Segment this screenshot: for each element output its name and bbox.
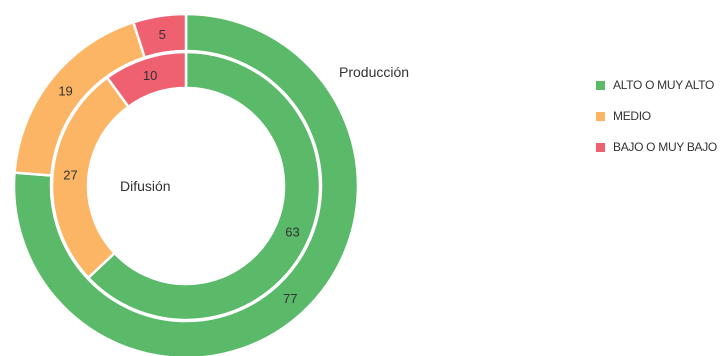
data-label-difusion-1: 27 [63, 168, 77, 183]
slice-difusion-2[interactable] [105, 50, 188, 108]
legend-label-medio: MEDIO [613, 109, 651, 123]
legend-swatch-medio [596, 111, 605, 121]
data-label-difusion-2: 10 [143, 68, 157, 83]
data-label-produccion-1: 19 [58, 83, 72, 98]
legend-swatch-alto [596, 80, 605, 90]
data-label-produccion-2: 5 [159, 27, 166, 42]
legend-item-medio[interactable]: MEDIO [596, 108, 717, 124]
slice-difusion-0[interactable] [87, 50, 322, 322]
legend-item-alto[interactable]: ALTO O MUY ALTO [596, 77, 717, 93]
data-label-produccion-0: 77 [283, 291, 297, 306]
legend-item-bajo[interactable]: BAJO O MUY BAJO [596, 139, 717, 155]
legend-label-bajo: BAJO O MUY BAJO [613, 140, 717, 154]
legend-swatch-bajo [596, 142, 605, 152]
data-label-difusion-0: 63 [285, 225, 299, 240]
legend: ALTO O MUY ALTO MEDIO BAJO O MUY BAJO [596, 77, 717, 170]
ring-label-produccion: Producción [339, 64, 409, 80]
ring-label-difusion: Difusión [120, 178, 171, 194]
legend-label-alto: ALTO O MUY ALTO [613, 78, 715, 92]
